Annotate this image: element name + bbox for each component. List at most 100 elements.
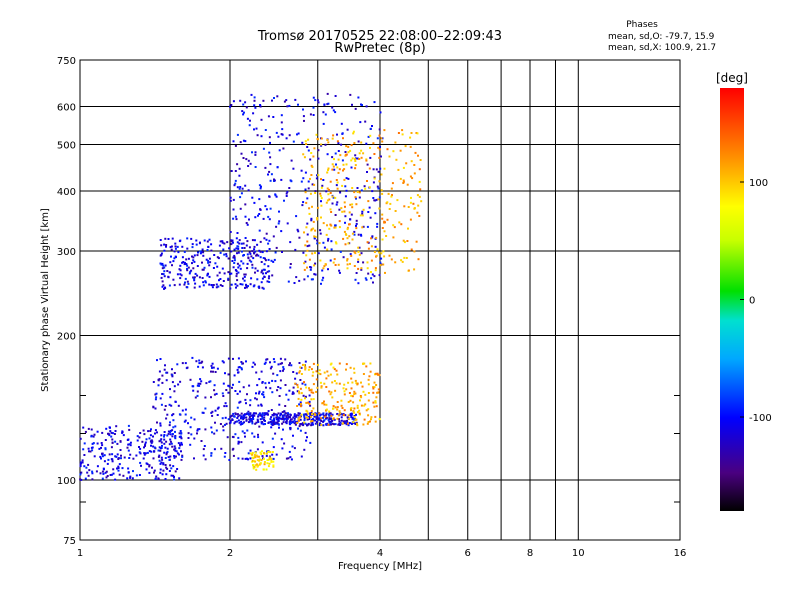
data-point — [146, 451, 149, 454]
data-point — [127, 443, 130, 446]
data-point — [259, 104, 262, 106]
data-point — [318, 424, 321, 427]
data-point — [277, 386, 280, 388]
data-point — [83, 442, 86, 445]
data-point — [378, 418, 381, 421]
data-point — [336, 373, 339, 376]
data-point — [309, 266, 312, 268]
data-point — [267, 413, 269, 416]
data-point — [273, 423, 275, 426]
data-point — [353, 390, 356, 393]
data-point — [345, 363, 348, 366]
data-point — [325, 416, 328, 419]
data-point — [330, 423, 332, 426]
data-point — [338, 362, 341, 365]
data-point — [170, 255, 172, 258]
data-point — [326, 103, 329, 106]
data-point — [183, 283, 186, 286]
data-point — [169, 431, 172, 434]
data-point — [241, 417, 244, 420]
data-point — [285, 420, 288, 423]
data-point — [268, 270, 271, 273]
data-point — [163, 408, 166, 411]
data-point — [304, 395, 307, 398]
data-point — [341, 159, 344, 162]
data-point — [111, 432, 114, 435]
data-point — [239, 99, 242, 102]
data-point — [294, 98, 297, 101]
data-point — [306, 410, 309, 413]
data-point — [227, 271, 230, 274]
data-point — [257, 214, 259, 217]
data-point — [306, 249, 309, 252]
data-point — [194, 396, 197, 399]
data-point — [354, 160, 357, 162]
data-point — [236, 284, 239, 287]
data-point — [247, 421, 250, 424]
data-point — [376, 373, 379, 376]
data-point — [319, 373, 322, 376]
data-point — [165, 452, 168, 454]
data-point — [298, 425, 301, 428]
data-point — [418, 195, 421, 198]
data-point — [230, 104, 233, 106]
data-point — [374, 267, 377, 270]
data-point — [343, 210, 346, 213]
data-point — [339, 250, 342, 253]
data-point — [190, 416, 193, 419]
data-point — [333, 258, 336, 261]
data-point — [360, 149, 363, 152]
data-point — [268, 275, 271, 278]
data-point — [256, 243, 259, 246]
data-point — [260, 118, 263, 121]
data-point — [199, 382, 202, 385]
data-point — [252, 285, 255, 288]
data-point — [245, 413, 248, 416]
data-point — [373, 405, 376, 408]
data-point — [300, 413, 303, 416]
data-point — [159, 439, 162, 442]
data-point — [289, 266, 292, 269]
data-point — [320, 216, 322, 219]
data-point — [350, 394, 353, 397]
data-point — [304, 422, 307, 425]
data-point — [376, 185, 379, 188]
data-point — [318, 412, 321, 415]
data-point — [126, 446, 129, 449]
data-point — [331, 413, 334, 416]
data-point — [178, 477, 181, 480]
data-point — [159, 471, 162, 474]
data-point — [291, 392, 294, 395]
data-point — [252, 112, 255, 115]
data-point — [103, 454, 106, 457]
data-point — [310, 415, 312, 418]
data-point — [254, 454, 257, 457]
data-point — [356, 424, 359, 427]
data-point — [161, 262, 164, 265]
data-point — [127, 471, 130, 474]
data-point — [377, 146, 380, 149]
data-point — [158, 454, 161, 457]
data-point — [361, 210, 364, 213]
data-point — [281, 417, 284, 419]
data-point — [89, 450, 92, 453]
data-point — [335, 179, 338, 181]
data-point — [224, 423, 226, 426]
data-point — [191, 262, 193, 265]
data-point — [163, 434, 166, 436]
data-point — [368, 375, 371, 378]
data-point — [181, 455, 184, 458]
data-point — [100, 442, 103, 444]
data-point — [82, 426, 85, 429]
data-point — [306, 240, 309, 243]
data-point — [283, 100, 286, 103]
data-point — [312, 155, 315, 158]
data-point — [331, 195, 334, 198]
data-point — [378, 128, 381, 131]
x-tick-label: 4 — [377, 548, 383, 559]
data-point — [284, 405, 287, 407]
data-point — [257, 415, 260, 418]
data-point — [174, 437, 177, 440]
data-point — [180, 458, 183, 461]
data-point — [242, 262, 245, 265]
